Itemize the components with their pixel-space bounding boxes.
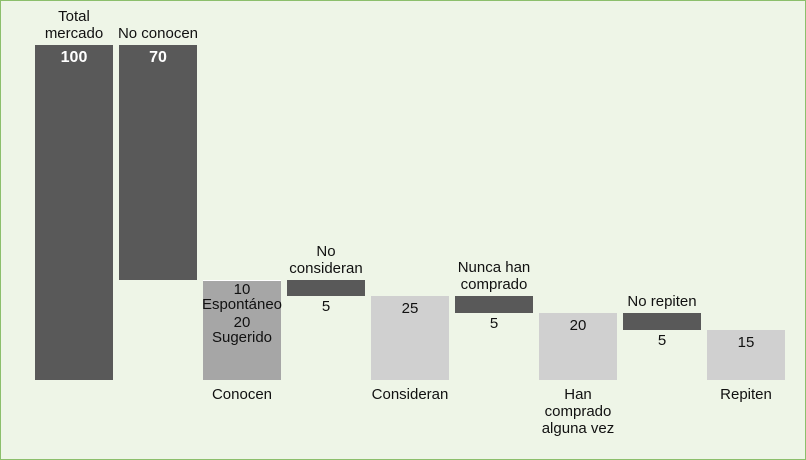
segment-value: 20 <box>233 314 251 331</box>
segment-name: Espontáneo <box>201 295 283 313</box>
bar <box>35 45 113 380</box>
bar-value: 25 <box>401 300 419 318</box>
bar <box>119 45 197 280</box>
step-label: No repiten <box>627 293 697 310</box>
bar <box>287 279 365 297</box>
step-label: No consideran <box>289 242 363 277</box>
segment-value: 10 <box>233 280 251 298</box>
bar-value: 5 <box>489 315 499 332</box>
bar-segment <box>203 279 281 313</box>
step-label: Consideran <box>371 386 449 403</box>
step-label: Repiten <box>720 386 772 403</box>
bar-segment <box>203 313 281 380</box>
bar <box>707 329 785 380</box>
segment-name: Sugerido <box>211 329 273 346</box>
bar <box>539 313 617 380</box>
bar-value: 15 <box>737 333 755 351</box>
step-label: Nunca han comprado <box>457 259 531 294</box>
step-label: Total mercado <box>44 8 104 42</box>
bar-value: 5 <box>657 331 667 349</box>
bar-value: 20 <box>569 317 587 334</box>
bar-value: 100 <box>60 49 88 66</box>
step-label: Han comprado alguna vez <box>541 386 615 437</box>
bar <box>455 296 533 313</box>
bar-value: 70 <box>149 49 167 66</box>
step-label: Conocen <box>211 386 273 403</box>
bar-value: 5 <box>321 298 331 316</box>
step-label: No conocen <box>117 25 199 42</box>
bar <box>623 313 701 330</box>
bar <box>371 296 449 380</box>
